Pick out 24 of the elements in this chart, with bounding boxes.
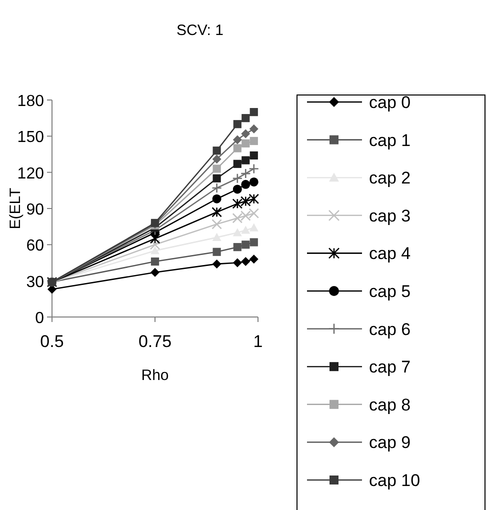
legend-label: cap 5 [369,282,411,301]
y-tick-label: 180 [17,93,44,110]
x-tick-label: 0.75 [138,332,172,351]
legend-label: cap 2 [369,168,411,188]
y-tick-label: 120 [17,165,44,182]
legend-label: cap 0 [369,93,411,112]
y-tick-label: 60 [26,238,44,255]
legend-label: cap 3 [369,206,411,226]
y-tick-label: 90 [26,202,44,218]
legend-label: cap 6 [369,320,411,339]
chart-title: SCV: 1 [176,22,224,39]
legend-label: cap 8 [369,395,411,414]
x-axis-title: Rho [141,367,169,384]
x-tick-label: 1 [253,332,263,351]
x-tick-label: 0.5 [40,332,64,351]
legend-label: cap 10 [369,471,420,490]
y-tick-label: 150 [17,129,44,146]
legend-label: cap 9 [369,433,411,452]
legend-label: cap 7 [369,358,411,377]
y-tick-label: 0 [35,310,44,327]
legend-label: cap 4 [369,244,411,264]
legend-label: cap 1 [369,130,411,150]
y-tick-label: 30 [26,274,44,291]
y-axis-title: E(ELT [7,188,24,230]
